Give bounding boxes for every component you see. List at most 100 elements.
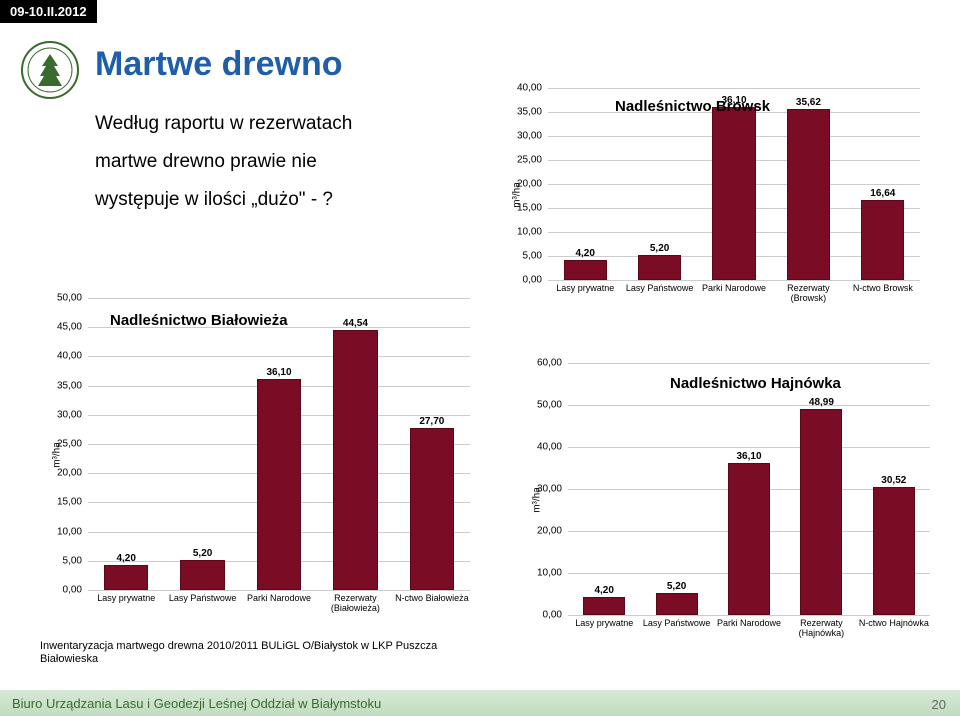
xlabel: Rezerwaty (Browsk) — [771, 282, 845, 306]
bar: 5,20 — [638, 255, 681, 280]
footer-text: Biuro Urządzania Lasu i Geodezji Leśnej … — [12, 696, 381, 711]
chart-bialowieza: m³/ha 0,005,0010,0015,0020,0025,0030,003… — [40, 290, 480, 620]
ytick: 50,00 — [537, 400, 568, 411]
bar-value-label: 35,62 — [796, 97, 821, 110]
ytick: 10,00 — [57, 526, 88, 537]
xlabel: Rezerwaty (Białowieża) — [317, 592, 393, 616]
bar: 36,10 — [728, 463, 770, 615]
xlabel: N-ctwo Hajnówka — [858, 617, 930, 641]
bar-slot: 35,62 — [771, 88, 845, 280]
xlabel: Lasy Państwowe — [622, 282, 696, 306]
xlabel: Lasy Państwowe — [164, 592, 240, 616]
plot-bialowieza: 0,005,0010,0015,0020,0025,0030,0035,0040… — [88, 298, 470, 590]
gridline — [88, 590, 470, 591]
gridline — [568, 615, 930, 616]
date-tab: 09-10.II.2012 — [0, 0, 97, 23]
ytick: 25,00 — [517, 155, 548, 166]
bar-value-label: 5,20 — [650, 243, 669, 256]
ytick: 0,00 — [63, 585, 88, 596]
gridline — [548, 280, 920, 281]
ytick: 20,00 — [517, 179, 548, 190]
body-line-2: martwe drewno prawie nie — [95, 143, 352, 181]
bar-value-label: 30,52 — [881, 475, 906, 488]
ytick: 40,00 — [537, 442, 568, 453]
xlabel: Rezerwaty (Hajnówka) — [785, 617, 857, 641]
page-number: 20 — [932, 697, 946, 712]
xlabel: Lasy prywatne — [88, 592, 164, 616]
bar: 36,10 — [712, 107, 755, 280]
bar: 30,52 — [873, 487, 915, 615]
bar: 4,20 — [583, 597, 625, 615]
xlabel: N-ctwo Białowieża — [394, 592, 470, 616]
xlabel: Lasy Państwowe — [640, 617, 712, 641]
ytick: 0,00 — [543, 610, 568, 621]
bar: 5,20 — [656, 593, 698, 615]
bar-value-label: 36,10 — [267, 367, 292, 380]
bar-slot: 30,52 — [858, 363, 930, 615]
ytick: 35,00 — [57, 380, 88, 391]
bar: 16,64 — [861, 200, 904, 280]
body-text: Według raportu w rezerwatach martwe drew… — [95, 105, 352, 219]
bar-value-label: 4,20 — [575, 248, 594, 261]
bar-slot: 5,20 — [164, 298, 240, 590]
ytick: 45,00 — [57, 322, 88, 333]
bar-value-label: 48,99 — [809, 397, 834, 410]
bar-slot: 4,20 — [568, 363, 640, 615]
bar-slot: 44,54 — [317, 298, 393, 590]
plot-browsk: 0,005,0010,0015,0020,0025,0030,0035,0040… — [548, 88, 920, 280]
bar-slot: 5,20 — [622, 88, 696, 280]
plot-hajnowka: 0,0010,0020,0030,0040,0050,0060,00 4,205… — [568, 363, 930, 615]
ytick: 0,00 — [523, 275, 548, 286]
chart-title-bialowieza: Nadleśnictwo Białowieża — [110, 312, 288, 329]
ytick: 30,00 — [57, 409, 88, 420]
bar-value-label: 4,20 — [116, 553, 135, 566]
bar: 5,20 — [180, 560, 224, 590]
bar-slot: 36,10 — [713, 363, 785, 615]
ytick: 20,00 — [537, 526, 568, 537]
bar-value-label: 5,20 — [667, 581, 686, 594]
bar: 35,62 — [787, 109, 830, 280]
page-title: Martwe drewno — [95, 45, 342, 84]
ytick: 15,00 — [57, 497, 88, 508]
bar-slot: 27,70 — [394, 298, 470, 590]
bar-value-label: 27,70 — [419, 416, 444, 429]
bar-value-label: 16,64 — [870, 188, 895, 201]
ytick: 10,00 — [537, 568, 568, 579]
bar-slot: 5,20 — [640, 363, 712, 615]
bar-value-label: 44,54 — [343, 318, 368, 331]
bar-slot: 36,10 — [241, 298, 317, 590]
footer-bar: Biuro Urządzania Lasu i Geodezji Leśnej … — [0, 690, 960, 716]
bar-slot: 4,20 — [88, 298, 164, 590]
ytick: 10,00 — [517, 227, 548, 238]
bar: 27,70 — [410, 428, 454, 590]
ytick: 30,00 — [517, 131, 548, 142]
xlabel: Lasy prywatne — [568, 617, 640, 641]
xlabel: Parki Narodowe — [697, 282, 771, 306]
chart-title-hajnowka: Nadleśnictwo Hajnówka — [670, 375, 841, 392]
xlabel: Lasy prywatne — [548, 282, 622, 306]
ytick: 30,00 — [537, 484, 568, 495]
ytick: 35,00 — [517, 107, 548, 118]
ytick: 40,00 — [517, 83, 548, 94]
ytick: 15,00 — [517, 203, 548, 214]
body-line-1: Według raportu w rezerwatach — [95, 105, 352, 143]
ytick: 60,00 — [537, 358, 568, 369]
xlabel: N-ctwo Browsk — [846, 282, 920, 306]
bar-value-label: 4,20 — [594, 585, 613, 598]
caption: Inwentaryzacja martwego drewna 2010/2011… — [40, 640, 440, 666]
ytick: 40,00 — [57, 351, 88, 362]
chart-hajnowka: m³/ha 0,0010,0020,0030,0040,0050,0060,00… — [520, 355, 940, 645]
bar-slot: 36,10 — [697, 88, 771, 280]
logo — [20, 40, 80, 100]
bar-slot: 4,20 — [548, 88, 622, 280]
bar: 4,20 — [564, 260, 607, 280]
xlabel: Parki Narodowe — [241, 592, 317, 616]
ytick: 5,00 — [63, 555, 88, 566]
ytick: 5,00 — [523, 251, 548, 262]
bar: 44,54 — [333, 330, 377, 590]
bar-slot: 48,99 — [785, 363, 857, 615]
bar-slot: 16,64 — [846, 88, 920, 280]
bar-value-label: 36,10 — [736, 451, 761, 464]
bar: 36,10 — [257, 379, 301, 590]
body-line-3: występuje w ilości „dużo" - ? — [95, 181, 352, 219]
